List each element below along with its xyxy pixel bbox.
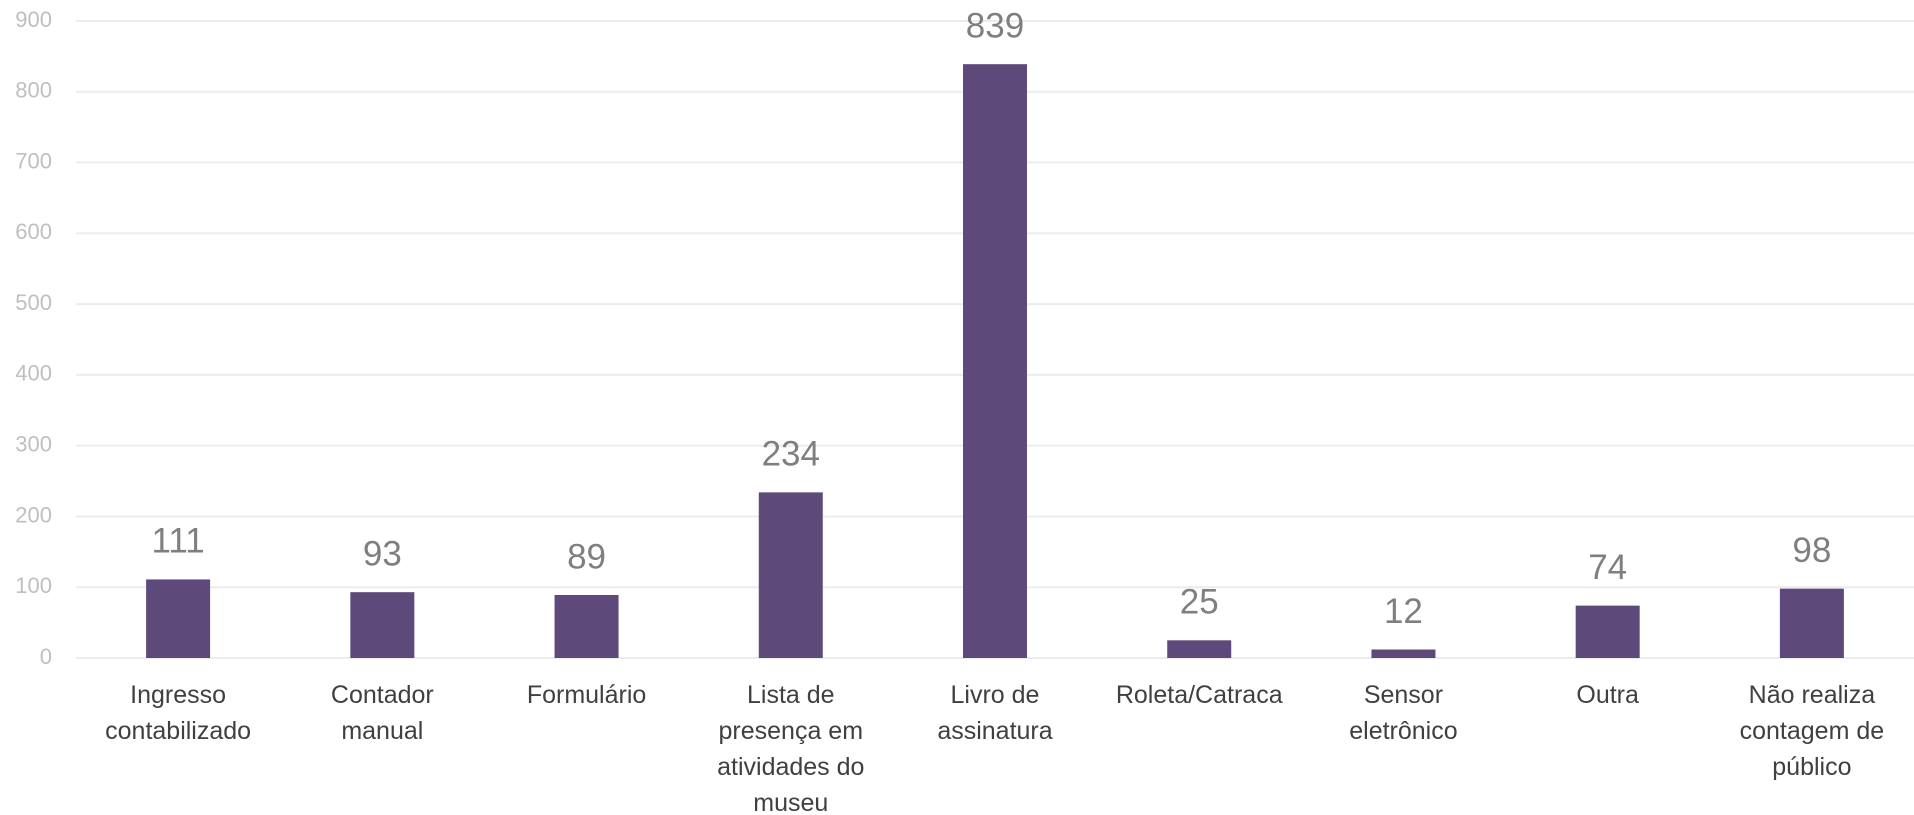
x-tick-label: Outra: [1576, 681, 1639, 709]
data-label: 89: [567, 537, 606, 576]
bar: [1371, 649, 1436, 658]
y-tick-label: 600: [15, 219, 52, 244]
y-tick-label: 300: [15, 431, 52, 456]
x-tick-label: Contador manual: [331, 681, 434, 745]
bar: [1575, 605, 1640, 658]
data-label: 74: [1588, 548, 1627, 587]
bar: [350, 592, 415, 658]
data-label: 234: [762, 435, 820, 474]
x-tick-label: Roleta/Catraca: [1116, 681, 1283, 709]
y-tick-label: 800: [15, 78, 52, 103]
data-label: 111: [152, 522, 205, 561]
data-label: 839: [966, 6, 1024, 45]
y-tick-label: 700: [15, 148, 52, 173]
bar: [554, 595, 619, 658]
x-tick-label: Ingresso contabilizado: [105, 681, 251, 745]
y-tick-label: 100: [15, 573, 52, 598]
y-tick-label: 900: [15, 7, 52, 32]
data-label: 25: [1180, 583, 1219, 622]
x-tick-label: Não realiza contagem de público: [1740, 681, 1885, 781]
bar: [1167, 640, 1232, 658]
data-label: 93: [363, 534, 402, 573]
bar: [146, 579, 211, 658]
x-tick-label: Lista de presença em atividades do museu: [717, 681, 864, 815]
bar: [963, 64, 1027, 659]
bar: [1779, 588, 1844, 658]
y-tick-label: 0: [40, 644, 52, 669]
data-label: 98: [1792, 531, 1831, 570]
y-tick-label: 200: [15, 502, 52, 527]
bar: [758, 492, 823, 658]
x-tick-label: Livro de assinatura: [937, 681, 1052, 745]
y-tick-label: 500: [15, 290, 52, 315]
x-tick-label: Sensor eletrônico: [1349, 681, 1457, 745]
y-tick-label: 400: [15, 361, 52, 386]
x-tick-label: Formulário: [527, 681, 646, 709]
data-label: 12: [1384, 592, 1423, 631]
